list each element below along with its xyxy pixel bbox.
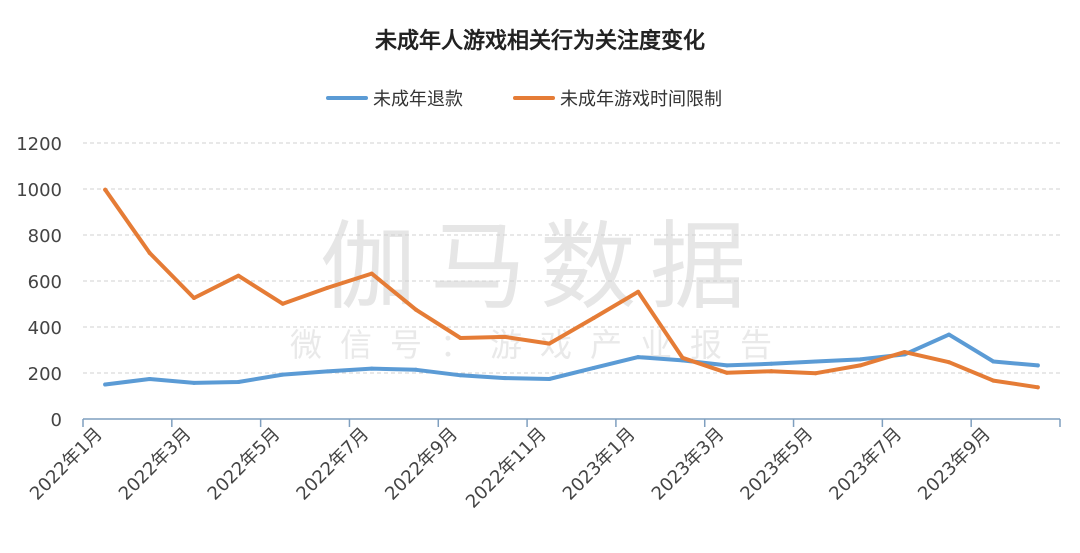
y-tick-label: 0 xyxy=(51,410,62,431)
chart-title: 未成年人游戏相关行为关注度变化 xyxy=(375,28,705,54)
data-point xyxy=(769,369,774,374)
y-tick-label: 600 xyxy=(28,272,62,293)
data-point xyxy=(813,371,818,376)
x-tick-label: 2023年7月 xyxy=(825,424,906,505)
x-tick-label: 2022年3月 xyxy=(115,424,196,505)
x-tick-label: 2022年11月 xyxy=(462,424,551,513)
data-point xyxy=(147,250,152,255)
y-axis: 0 200 400 600 800 1000 1200 xyxy=(16,134,62,431)
data-point xyxy=(280,372,285,377)
data-point xyxy=(636,355,641,360)
data-point xyxy=(1035,385,1040,390)
data-point xyxy=(192,296,197,301)
series-line-1 xyxy=(103,187,1040,390)
data-point xyxy=(458,336,463,341)
data-point xyxy=(724,363,729,368)
data-point xyxy=(946,332,951,337)
data-point xyxy=(991,359,996,364)
x-tick-label: 2023年9月 xyxy=(914,424,995,505)
data-point xyxy=(858,357,863,362)
data-point xyxy=(369,366,374,371)
data-point xyxy=(236,379,241,384)
data-point xyxy=(502,334,507,339)
data-point xyxy=(813,359,818,364)
data-point xyxy=(103,382,108,387)
x-tick-label: 2022年9月 xyxy=(381,424,462,505)
x-tick-label: 2022年7月 xyxy=(292,424,373,505)
legend-label: 未成年退款 xyxy=(373,89,463,110)
data-point xyxy=(1035,363,1040,368)
data-point xyxy=(147,376,152,381)
gridlines xyxy=(83,142,1060,374)
data-point xyxy=(991,378,996,383)
y-tick-label: 1200 xyxy=(16,134,62,155)
data-point xyxy=(547,341,552,346)
x-tick-label: 2022年5月 xyxy=(204,424,285,505)
data-point xyxy=(103,187,108,192)
y-tick-label: 800 xyxy=(28,226,62,247)
watermark-subtitle: 微信号：游戏产业报告 xyxy=(290,326,790,364)
x-tick-label: 2022年1月 xyxy=(26,424,107,505)
data-point xyxy=(236,273,241,278)
x-tick-label: 2023年1月 xyxy=(559,424,640,505)
data-point xyxy=(369,271,374,276)
y-tick-label: 200 xyxy=(28,364,62,385)
data-point xyxy=(858,363,863,368)
data-point xyxy=(502,376,507,381)
data-point xyxy=(325,369,330,374)
data-point xyxy=(902,350,907,355)
data-point xyxy=(325,285,330,290)
data-point xyxy=(547,376,552,381)
y-tick-label: 400 xyxy=(28,318,62,339)
legend-label: 未成年游戏时间限制 xyxy=(560,89,722,110)
data-point xyxy=(280,301,285,306)
x-tick-label: 2023年5月 xyxy=(736,424,817,505)
x-tick-label: 2023年3月 xyxy=(648,424,729,505)
data-point xyxy=(680,355,685,360)
data-point xyxy=(591,365,596,370)
data-point xyxy=(591,316,596,321)
data-point xyxy=(458,373,463,378)
series-lines xyxy=(103,187,1040,390)
x-axis: 2022年1月 2022年3月 2022年5月 2022年7月 2022年9月 2022年… xyxy=(26,418,1061,513)
data-point xyxy=(946,360,951,365)
data-point xyxy=(192,380,197,385)
watermark-logo: 伽马数据 xyxy=(320,211,760,323)
data-point xyxy=(769,361,774,366)
data-point xyxy=(414,367,419,372)
data-point xyxy=(724,370,729,375)
legend: 未成年退款 未成年游戏时间限制 xyxy=(326,89,722,110)
data-point xyxy=(414,307,419,312)
y-tick-label: 1000 xyxy=(16,180,62,201)
data-point xyxy=(636,289,641,294)
